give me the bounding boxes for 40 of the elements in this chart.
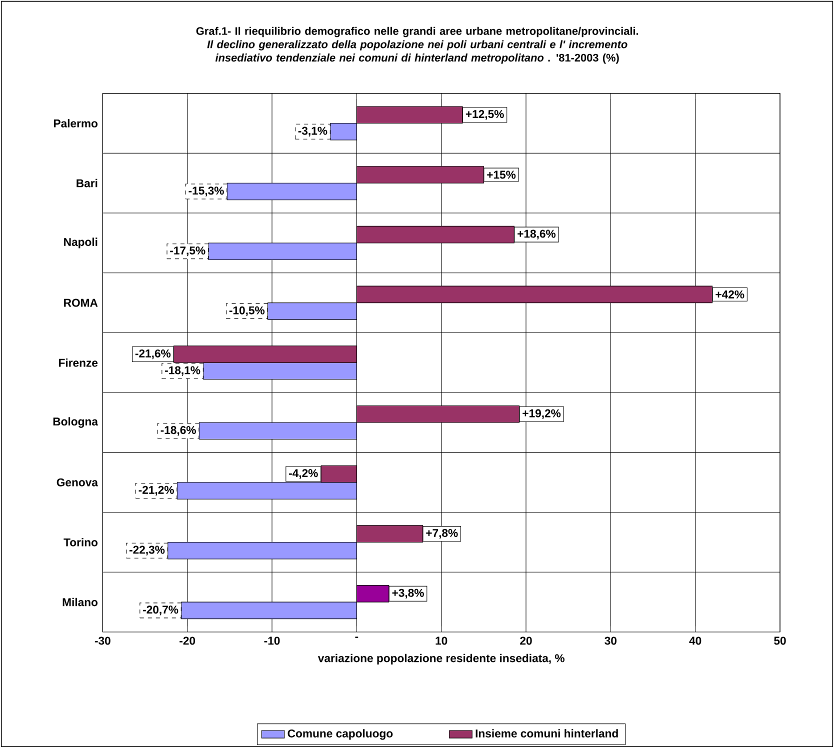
data-label: +42% <box>716 290 744 298</box>
y-tick-label: ROMA <box>64 298 98 307</box>
x-tick-label: 40 <box>689 636 702 645</box>
y-tick-label: Genova <box>56 478 98 486</box>
y-tick-label: Palermo <box>54 119 98 128</box>
legend-label: Comune capoluogo <box>288 729 393 740</box>
data-label: -17,5% <box>170 246 206 256</box>
data-label: -21,6% <box>135 349 171 360</box>
data-label: -18,6% <box>160 426 196 436</box>
x-tick-label: -30 <box>94 636 110 645</box>
x-axis-title: variazione popolazione residente insediata, % <box>318 654 564 664</box>
x-tick-label: 30 <box>604 636 616 645</box>
x-tick-label: 10 <box>436 636 448 645</box>
data-label: -21,2% <box>138 486 174 496</box>
data-label: -18,1% <box>165 366 200 376</box>
data-label: -4,2% <box>289 469 318 479</box>
legend-label: Insieme comuni hinterland <box>476 729 618 738</box>
y-tick-label: Bari <box>76 178 98 188</box>
x-tick-label: -10 <box>264 636 280 645</box>
y-tick-label: Torino <box>64 538 98 546</box>
x-tick-label: - <box>355 636 358 638</box>
y-tick-label: Firenze <box>59 358 98 367</box>
data-label: +3,8% <box>392 588 424 599</box>
data-label: +19,2% <box>522 409 561 419</box>
data-label: +12,5% <box>466 110 504 120</box>
data-label: +7,8% <box>426 529 458 539</box>
x-tick-label: -20 <box>180 636 196 645</box>
data-label: +18,6% <box>518 230 556 240</box>
x-tick-label: 20 <box>520 636 532 645</box>
y-tick-label: Milano <box>62 598 98 606</box>
data-label: -22,3% <box>129 546 165 556</box>
data-label: -15,3% <box>188 186 224 196</box>
chart-title: Graf.1- Il riequilibrio demografico nelle grandi aree urbane metropolitane/provinciali. Il declino generalizzato della popolazione nei poli urbani centrali e l' incremento insediativo tendenziale nei comuni di hinterland metropolitano . '81-2003 (%) <box>196 26 638 64</box>
data-label: +15% <box>487 170 516 179</box>
data-label: -20,7% <box>143 606 178 616</box>
y-tick-label: Napoli <box>64 238 98 248</box>
y-tick-label: Bologna <box>53 417 98 428</box>
data-label: -3,1% <box>298 126 328 136</box>
x-tick-label: 50 <box>774 636 786 645</box>
data-label: -10,5% <box>229 306 265 316</box>
